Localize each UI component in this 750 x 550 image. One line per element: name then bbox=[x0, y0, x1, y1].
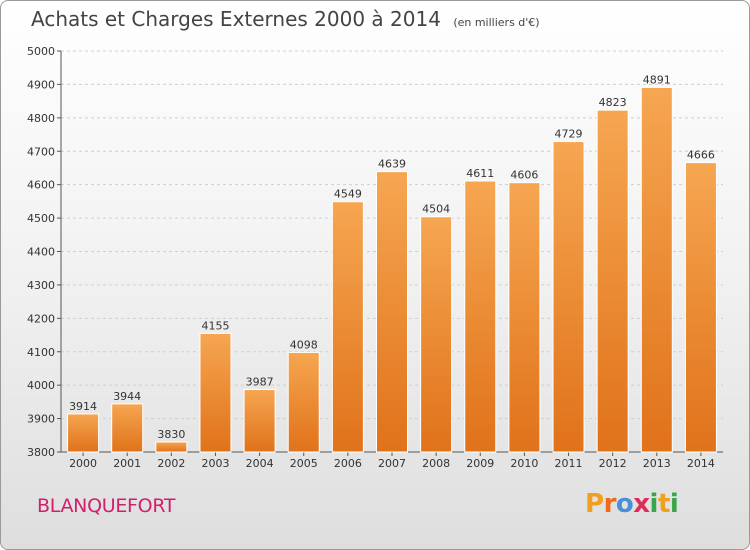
x-tick-label: 2008 bbox=[422, 457, 450, 470]
bars bbox=[67, 86, 717, 453]
bar bbox=[67, 413, 100, 453]
bar-value-label: 4549 bbox=[334, 188, 362, 201]
y-tick-label: 4700 bbox=[27, 145, 55, 158]
x-tick-label: 2005 bbox=[290, 457, 318, 470]
bar bbox=[596, 109, 629, 453]
y-tick-label: 3900 bbox=[27, 413, 55, 426]
y-tick-label: 4200 bbox=[27, 312, 55, 325]
bar bbox=[376, 171, 408, 453]
bar-value-label: 4729 bbox=[555, 128, 583, 141]
x-tick-label: 2006 bbox=[334, 457, 362, 470]
chart-subtitle: (en milliers d'€) bbox=[453, 16, 540, 29]
bar bbox=[464, 180, 497, 453]
logo-letter: t bbox=[657, 489, 670, 519]
bar bbox=[552, 141, 585, 453]
bar bbox=[155, 441, 188, 453]
bar bbox=[243, 389, 276, 453]
y-tick-label: 4900 bbox=[27, 78, 55, 91]
y-tick-label: 4600 bbox=[27, 179, 55, 192]
x-tick-label: 2002 bbox=[157, 457, 185, 470]
bar-value-label: 4155 bbox=[201, 319, 229, 332]
bar-value-label: 4611 bbox=[466, 167, 494, 180]
bar bbox=[111, 403, 144, 453]
proxiti-logo: Proxiti bbox=[585, 489, 679, 519]
chart-title-text: Achats et Charges Externes 2000 à 2014 bbox=[31, 7, 441, 31]
city-name: BLANQUEFORT bbox=[37, 495, 176, 517]
x-tick-label: 2004 bbox=[246, 457, 274, 470]
x-tick-label: 2010 bbox=[510, 457, 538, 470]
x-tick-label: 2013 bbox=[643, 457, 671, 470]
bar-value-label: 3944 bbox=[113, 390, 141, 403]
bar-value-label: 4098 bbox=[290, 338, 318, 351]
bar-value-label: 4504 bbox=[422, 203, 450, 216]
bar bbox=[508, 182, 541, 453]
y-tick-label: 4000 bbox=[27, 379, 55, 392]
bar-value-label: 3830 bbox=[157, 428, 185, 441]
logo-letter: i bbox=[669, 489, 679, 519]
logo-letter: x bbox=[633, 489, 650, 519]
bar-value-label: 4666 bbox=[687, 149, 715, 162]
y-tick-label: 4400 bbox=[27, 246, 55, 259]
x-tick-label: 2007 bbox=[378, 457, 406, 470]
x-tick-label: 2009 bbox=[466, 457, 494, 470]
logo-letter: o bbox=[615, 489, 634, 519]
bar bbox=[199, 332, 232, 453]
logo-letter: P bbox=[585, 489, 604, 519]
x-tick-label: 2011 bbox=[555, 457, 583, 470]
x-tick-label: 2001 bbox=[113, 457, 141, 470]
bar-value-label: 4639 bbox=[378, 158, 406, 171]
bar-value-label: 3914 bbox=[69, 400, 97, 413]
y-tick-label: 4500 bbox=[27, 212, 55, 225]
x-tick-label: 2000 bbox=[69, 457, 97, 470]
labels: 3800 3900 4000 4100 4200 4300 4400 4500 4600 4700… bbox=[27, 45, 715, 470]
logo-letter: r bbox=[603, 489, 617, 519]
x-tick-label: 2012 bbox=[599, 457, 627, 470]
bar bbox=[684, 162, 717, 453]
bar-value-label: 4606 bbox=[510, 169, 538, 182]
y-tick-label: 3800 bbox=[27, 446, 55, 459]
x-tick-label: 2003 bbox=[201, 457, 229, 470]
bar bbox=[420, 216, 453, 453]
bar bbox=[287, 351, 320, 453]
x-tick-label: 2014 bbox=[687, 457, 715, 470]
y-tick-label: 5000 bbox=[27, 45, 55, 58]
y-tick-label: 4100 bbox=[27, 346, 55, 359]
bar-value-label: 4823 bbox=[599, 96, 627, 109]
logo-letter: i bbox=[649, 489, 659, 519]
bar-value-label: 3987 bbox=[246, 376, 274, 389]
bar bbox=[640, 86, 673, 453]
chart-title: Achats et Charges Externes 2000 à 2014 (… bbox=[31, 7, 540, 31]
y-tick-label: 4300 bbox=[27, 279, 55, 292]
y-tick-label: 4800 bbox=[27, 112, 55, 125]
bar bbox=[331, 201, 364, 453]
bar-value-label: 4891 bbox=[643, 73, 671, 86]
